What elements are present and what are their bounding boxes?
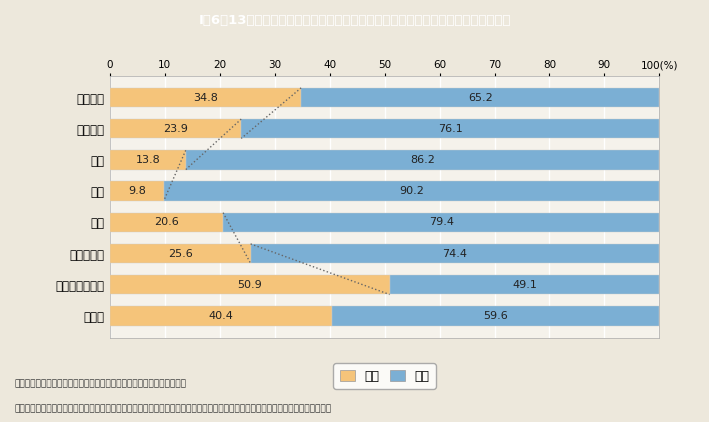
Text: 79.4: 79.4 — [429, 217, 454, 227]
Bar — [110, 306, 332, 326]
Bar — [110, 88, 301, 107]
Bar — [186, 150, 659, 170]
Bar — [223, 213, 659, 232]
Bar — [110, 213, 223, 232]
Text: 9.8: 9.8 — [128, 186, 146, 196]
Text: 23.9: 23.9 — [163, 124, 188, 134]
Text: 76.1: 76.1 — [438, 124, 463, 134]
Text: （備考）１．　総務省「平成２６年科学技術研究調査報告」より作成。: （備考）１． 総務省「平成２６年科学技術研究調査報告」より作成。 — [14, 379, 186, 388]
Bar — [110, 119, 241, 138]
Text: 86.2: 86.2 — [410, 155, 435, 165]
Bar — [389, 275, 659, 295]
Bar — [241, 119, 659, 138]
Bar — [164, 181, 659, 201]
Bar — [110, 181, 164, 201]
Bar — [250, 244, 659, 263]
Text: 59.6: 59.6 — [484, 311, 508, 321]
Text: 20.6: 20.6 — [154, 217, 179, 227]
Text: 65.2: 65.2 — [468, 92, 493, 103]
Bar — [110, 275, 389, 295]
Bar — [110, 244, 250, 263]
Text: 34.8: 34.8 — [193, 92, 218, 103]
Text: 13.8: 13.8 — [135, 155, 160, 165]
Text: 25.6: 25.6 — [168, 249, 193, 259]
Text: 50.9: 50.9 — [238, 280, 262, 290]
Text: 74.4: 74.4 — [442, 249, 467, 259]
Text: 40.4: 40.4 — [208, 311, 233, 321]
Text: 90.2: 90.2 — [399, 186, 424, 196]
Text: ２．　大学等：大学の学部（大学院の研究科を含む），短期大学，高等専門学校，大学附置研究所，大学共同利用機顔等。: ２． 大学等：大学の学部（大学院の研究科を含む），短期大学，高等専門学校，大学附… — [14, 404, 331, 414]
Legend: 女性, 男性: 女性, 男性 — [333, 363, 436, 389]
Text: 49.1: 49.1 — [512, 280, 537, 290]
Bar — [332, 306, 659, 326]
Bar — [301, 88, 659, 107]
Text: I－6－13図　専攻分野別に見た大学等の研究本務者の割合（男女別，平成２６年）: I－6－13図 専攻分野別に見た大学等の研究本務者の割合（男女別，平成２６年） — [199, 14, 510, 27]
Bar — [110, 150, 186, 170]
